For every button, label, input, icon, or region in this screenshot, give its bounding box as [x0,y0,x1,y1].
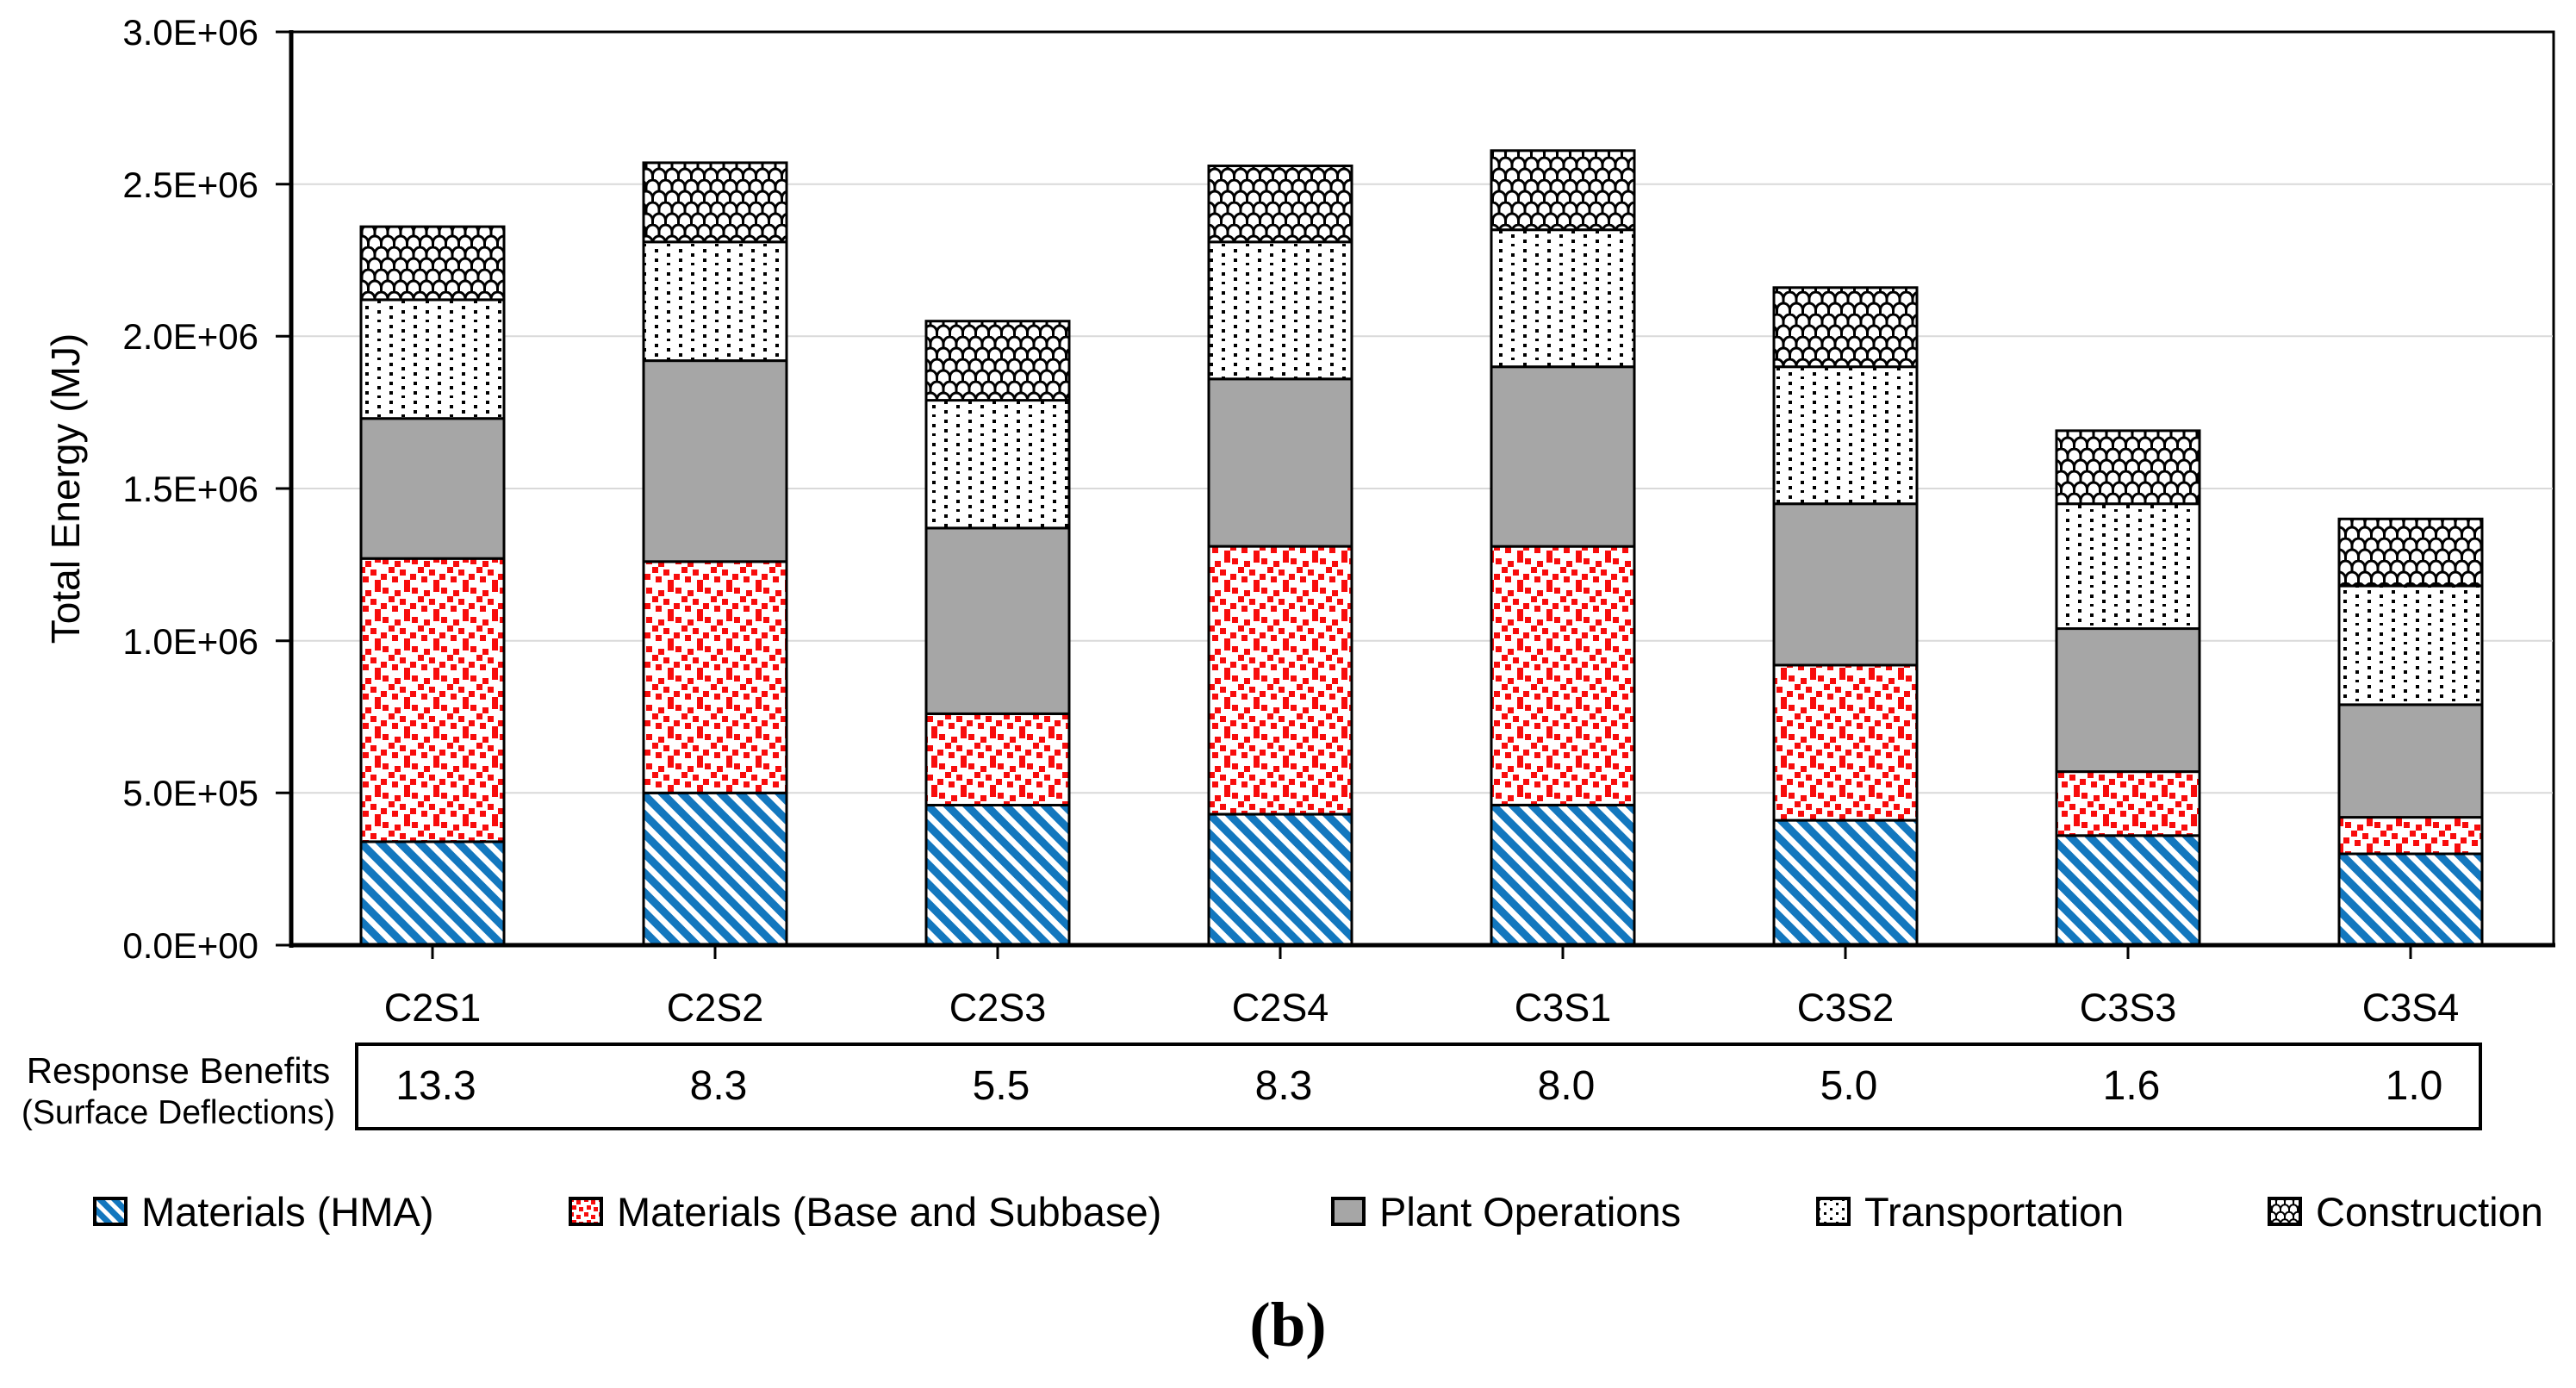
axes [276,30,2555,948]
bar-segment-C2S4-2 [1207,377,1353,548]
x-category-label: C2S4 [1232,986,1329,1030]
x-category-label: C3S3 [2080,986,2177,1030]
legend-label: Plant Operations [1379,1188,1682,1235]
legend-label: Materials (HMA) [141,1188,434,1235]
response-benefits-label: Response Benefits (Surface Deflections) [5,1049,352,1134]
bar-segment-C2S1-1 [359,557,506,843]
bar-segment-C2S1-4 [359,225,506,302]
y-tick-label: 3.0E+06 [122,12,258,53]
legend-item-construction: Construction [2268,1188,2543,1235]
bar-segment-C3S2-1 [1772,663,1919,822]
bar-segment-C2S1-3 [359,298,506,420]
y-tick-label: 0.0E+00 [122,925,258,966]
bar-segment-C3S1-1 [1490,545,1636,806]
bar-segment-C2S2-0 [642,791,788,947]
response-value: 8.0 [1537,1063,1596,1109]
bars-group [359,149,2484,959]
bar-segment-C3S1-2 [1490,365,1636,548]
bar-segment-C3S4-0 [2337,852,2484,947]
bar-segment-C2S4-0 [1207,812,1353,947]
legend-swatch-blue-stripes-icon [93,1197,128,1226]
response-benefits-table: 13.3 8.3 5.5 8.3 8.0 5.0 1.6 1.0 [355,1043,2482,1130]
bar-segment-C2S1-2 [359,417,506,560]
x-category-label: C3S4 [2362,986,2460,1030]
bar-segment-C3S4-4 [2337,517,2484,588]
legend-swatch-gray-icon [1331,1197,1366,1226]
legend-label: Construction [2316,1188,2543,1235]
response-value: 13.3 [395,1063,476,1109]
bar-segment-C3S3-3 [2055,502,2201,631]
bar-segment-C2S1-0 [359,840,506,947]
bar-segment-C2S2-2 [642,359,788,563]
bar-segment-C3S2-4 [1772,286,1919,369]
y-tick-label: 5.0E+05 [122,773,258,813]
bar-segment-C2S4-4 [1207,165,1353,244]
bar-segment-C3S2-0 [1772,818,1919,947]
response-value: 8.3 [689,1063,748,1109]
x-category-label: C2S3 [949,986,1047,1030]
response-value: 5.5 [972,1063,1030,1109]
y-axis-labels: 0.0E+00 5.0E+05 1.0E+06 1.5E+06 2.0E+06 … [122,12,258,966]
bar-segment-C2S3-4 [924,320,1071,402]
bar-segment-C2S3-1 [924,713,1071,806]
bar-segment-C2S2-4 [642,161,788,244]
bar-segment-C2S4-3 [1207,240,1353,381]
bar-segment-C2S3-3 [924,399,1071,530]
bar-segment-C3S4-2 [2337,703,2484,819]
bar-segment-C3S3-2 [2055,627,2201,774]
y-tick-label: 1.5E+06 [122,469,258,509]
legend-label: Materials (Base and Subbase) [617,1188,1162,1235]
bar-segment-C3S3-4 [2055,429,2201,506]
bar-segment-C2S3-2 [924,526,1071,715]
bar-segment-C3S2-3 [1772,365,1919,506]
legend: Materials (HMA) Materials (Base and Subb… [0,1189,2576,1237]
x-category-label: C2S1 [384,986,482,1030]
legend-swatch-shingle-icon [2268,1197,2302,1226]
bar-segment-C2S2-1 [642,560,788,794]
y-tick-label: 2.5E+06 [122,165,258,205]
y-tick-label: 1.0E+06 [122,621,258,662]
legend-item-materials-base: Materials (Base and Subbase) [569,1188,1162,1235]
legend-item-materials-hma: Materials (HMA) [93,1188,434,1235]
legend-swatch-black-dots-icon [1816,1197,1851,1226]
y-axis-title: Total Energy (MJ) [43,333,88,644]
bar-segment-C3S1-4 [1490,149,1636,232]
y-tick-label: 2.0E+06 [122,316,258,357]
bar-segment-C3S1-3 [1490,228,1636,369]
legend-swatch-red-dots-icon [569,1197,603,1226]
response-value: 1.6 [2102,1063,2161,1109]
bar-segment-C3S4-3 [2337,584,2484,706]
bar-segment-C2S4-1 [1207,545,1353,816]
legend-item-transportation: Transportation [1816,1188,2125,1235]
bar-segment-C3S1-0 [1490,804,1636,947]
legend-label: Transportation [1864,1188,2125,1235]
x-category-label: C3S1 [1515,986,1612,1030]
x-axis-labels: C2S1 C2S2 C2S3 C2S4 C3S1 C3S2 C3S3 C3S4 [384,986,2460,1030]
response-value: 8.3 [1254,1063,1313,1109]
y-tick-marks [276,30,291,947]
bar-segment-C2S3-0 [924,804,1071,947]
legend-item-plant-operations: Plant Operations [1331,1188,1682,1235]
x-category-label: C3S2 [1797,986,1895,1030]
response-value: 1.0 [2385,1063,2443,1109]
x-category-label: C2S2 [667,986,764,1030]
bar-segment-C2S2-3 [642,240,788,363]
response-benefits-label-line1: Response Benefits [26,1050,331,1091]
bar-segment-C3S4-1 [2337,816,2484,856]
response-benefits-label-line2: (Surface Deflections) [21,1094,336,1131]
bar-segment-C3S2-2 [1772,502,1919,667]
bar-segment-C3S3-1 [2055,770,2201,837]
response-value: 5.0 [1820,1063,1878,1109]
bar-segment-C3S3-0 [2055,834,2201,947]
figure-caption: (b) [1249,1290,1327,1360]
